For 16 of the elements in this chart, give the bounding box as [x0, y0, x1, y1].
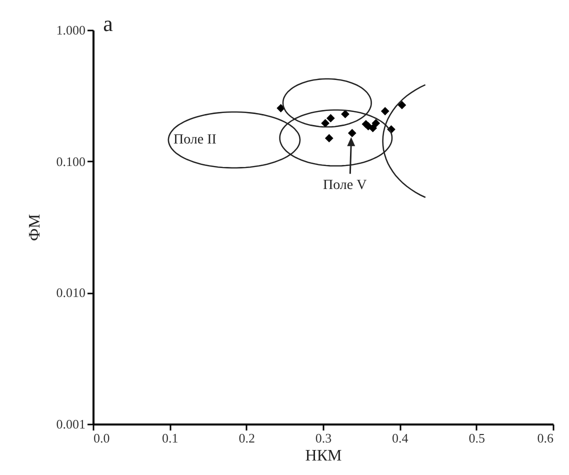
y-tick-label: 0.010: [56, 285, 86, 300]
annotation: Поле V: [323, 178, 367, 193]
x-tick-label: 0.6: [537, 430, 554, 446]
x-tick-label: 0.0: [94, 430, 110, 446]
x-axis-title: НКМ: [305, 448, 342, 464]
annotation: Поле II: [174, 132, 217, 148]
y-tick-label: 0.001: [56, 416, 86, 432]
y-tick-label: 0.100: [56, 154, 86, 169]
y-tick-label: 1.000: [56, 22, 86, 38]
x-tick-label: 0.4: [392, 430, 409, 446]
x-tick-label: 0.1: [162, 430, 178, 446]
x-tick-label: 0.2: [238, 430, 255, 446]
annotation: a: [103, 11, 114, 36]
y-axis-title: ФМ: [26, 214, 44, 241]
x-tick-label: 0.5: [468, 430, 485, 446]
x-tick-label: 0.3: [315, 430, 332, 446]
